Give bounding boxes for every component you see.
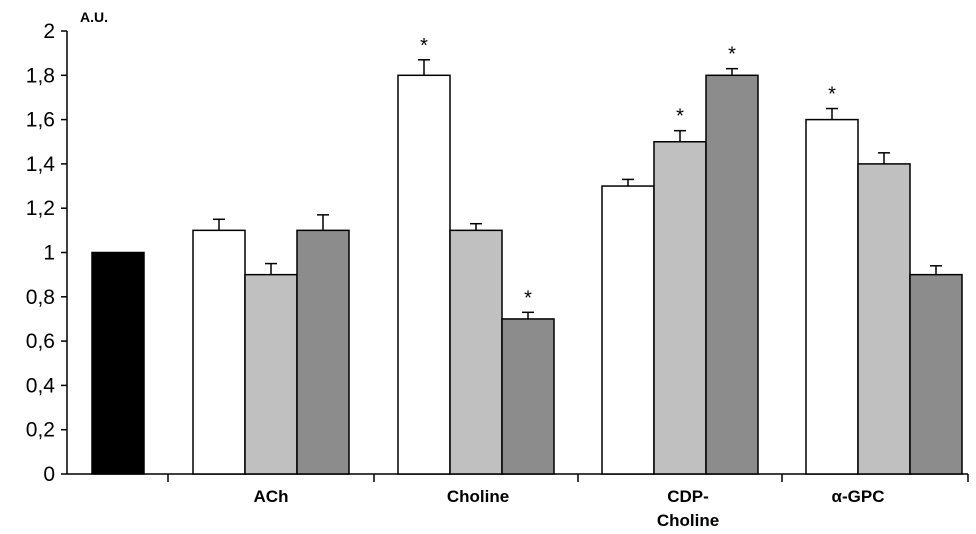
bar — [244, 273, 298, 475]
bar — [501, 318, 555, 475]
y-axis-label: A.U. — [80, 9, 108, 25]
y-tick-label: 0,2 — [26, 419, 55, 442]
bar — [449, 229, 503, 475]
category-label: Choline — [657, 511, 719, 530]
bar — [601, 185, 655, 475]
significance-star: * — [828, 84, 836, 106]
category-label: CDP- — [667, 487, 709, 506]
category-label: Choline — [447, 487, 509, 506]
y-tick-label: 1,6 — [26, 109, 55, 132]
significance-star: * — [728, 44, 736, 66]
bar — [909, 273, 963, 475]
bar — [857, 163, 911, 475]
y-tick-label: 2 — [43, 20, 55, 43]
significance-star: * — [524, 287, 532, 309]
y-tick-label: 0 — [43, 463, 55, 486]
y-tick-label: 1 — [43, 242, 55, 265]
y-tick-label: 0,4 — [26, 374, 56, 397]
bar — [805, 118, 859, 475]
significance-star: * — [420, 35, 428, 57]
y-tick-label: 1,2 — [26, 197, 55, 220]
significance-star: * — [676, 106, 684, 128]
y-tick-label: 0,6 — [26, 330, 55, 353]
bar — [397, 74, 451, 475]
bar — [653, 141, 707, 475]
bar — [91, 251, 145, 475]
bar — [296, 229, 350, 475]
bar — [705, 74, 759, 475]
bar — [192, 229, 246, 475]
category-label: ACh — [254, 487, 289, 506]
axes: 0 0,2 0,4 0,6 0,8 1 1,2 1,4 1,6 1,8 2 A.U. — [26, 9, 969, 486]
labels: ACh Choline CDP- Choline α-GPC — [254, 487, 885, 530]
category-label: α-GPC — [832, 487, 885, 506]
y-tick-label: 0,8 — [26, 286, 55, 309]
y-tick-label: 1,4 — [26, 153, 56, 176]
bars: * * * * * — [91, 35, 963, 475]
y-tick-label: 1,8 — [26, 64, 55, 87]
